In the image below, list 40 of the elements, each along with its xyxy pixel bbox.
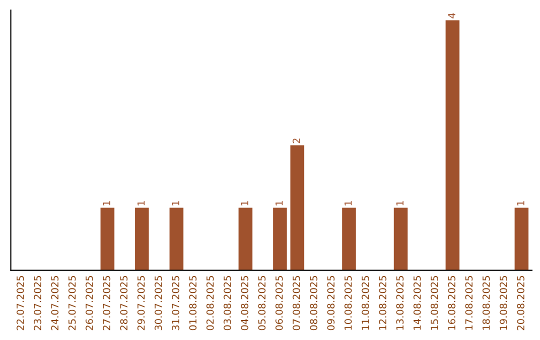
x-tick-label: 26.07.2025 (86, 276, 93, 330)
x-tick-label: 07.08.2025 (292, 276, 300, 330)
x-tick-label: 31.07.2025 (172, 276, 180, 330)
x-tick-label: 05.08.2025 (258, 276, 266, 330)
x-tick-label: 01.08.2025 (189, 276, 197, 330)
data-label: 1 (172, 201, 180, 206)
x-tick-label: 29.07.2025 (137, 276, 145, 330)
x-tick-label: 09.08.2025 (327, 276, 335, 330)
x-tick-label: 24.07.2025 (51, 276, 58, 330)
x-tick-label: 23.07.2025 (34, 276, 42, 330)
x-tick-label: 19.08.2025 (500, 276, 508, 330)
x-tick-label: 22.07.2025 (16, 276, 24, 330)
x-tick-label: 10.08.2025 (344, 276, 352, 330)
x-tick-label: 03.08.2025 (224, 276, 232, 330)
data-label: 1 (103, 201, 110, 206)
x-tick-label: 28.07.2025 (120, 276, 128, 330)
data-label: 1 (138, 201, 145, 206)
x-tick-label: 30.07.2025 (154, 276, 162, 330)
x-tick-label: 14.08.2025 (413, 276, 421, 330)
x-tick-label: 20.08.2025 (517, 276, 524, 330)
x-tick-label: 11.08.2025 (362, 276, 370, 330)
data-label: 4 (448, 13, 456, 18)
data-label: 1 (241, 201, 248, 206)
x-tick-label: 12.08.2025 (378, 276, 386, 330)
x-tick-label: 08.08.2025 (310, 276, 318, 330)
x-tick-label: 27.07.2025 (102, 276, 110, 330)
data-label: 1 (276, 201, 283, 206)
x-tick-label: 13.08.2025 (396, 276, 404, 330)
x-tick-label: 17.08.2025 (465, 276, 473, 330)
data-label: 2 (292, 138, 300, 144)
x-tick-label: 25.07.2025 (68, 276, 76, 330)
x-tick-label: 18.08.2025 (482, 276, 490, 330)
x-tick-label: 15.08.2025 (430, 276, 438, 330)
x-tick-label: 16.08.2025 (448, 276, 456, 330)
x-tick-label: 02.08.2025 (206, 276, 214, 330)
data-label: 1 (517, 201, 524, 206)
data-label: 1 (344, 201, 352, 206)
data-label: 1 (396, 201, 404, 206)
x-tick-label: 04.08.2025 (240, 276, 248, 330)
x-tick-label: 06.08.2025 (275, 276, 283, 330)
